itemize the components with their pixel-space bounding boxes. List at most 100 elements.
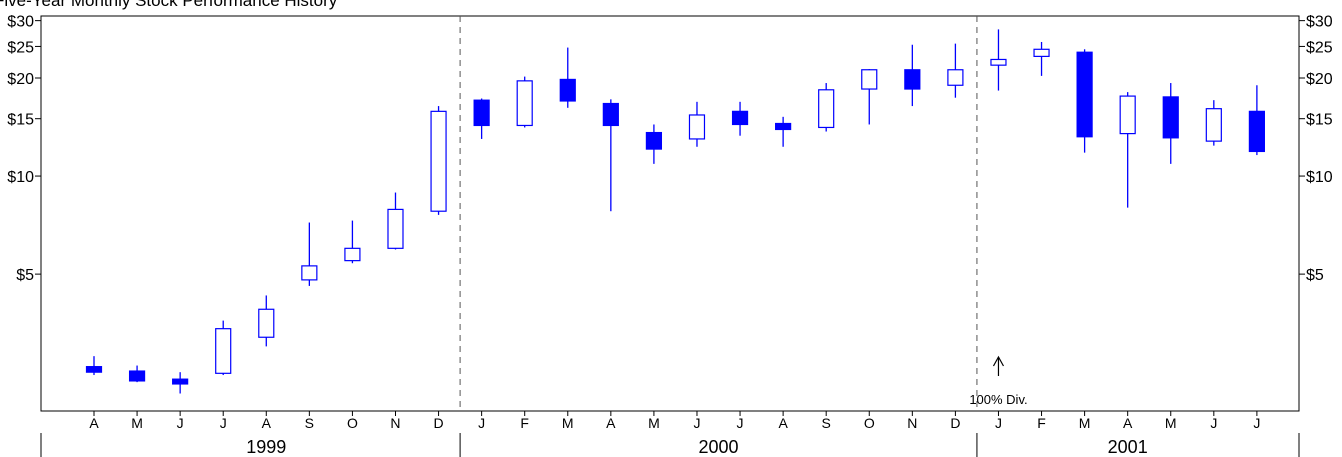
month-label: F (1037, 415, 1046, 431)
candle-body-up (688, 114, 706, 140)
candle (818, 83, 835, 132)
y-tick-label-left: $20 (7, 71, 34, 88)
month-label: S (305, 415, 314, 431)
month-label: J (693, 415, 700, 431)
month-label: M (131, 415, 143, 431)
y-tick-label-left: $25 (7, 39, 34, 56)
candle (645, 124, 663, 164)
candle-body-down (559, 78, 576, 102)
month-label: D (950, 415, 960, 431)
candle-body-down (128, 370, 146, 382)
candle (731, 101, 749, 136)
candles-group (85, 29, 1265, 394)
y-tick-label-left: $30 (7, 14, 34, 31)
month-label: J (1210, 415, 1217, 431)
candle-body-down (904, 69, 921, 90)
candle (1076, 49, 1093, 153)
candle-body-up (990, 58, 1007, 66)
month-label: S (822, 415, 831, 431)
y-tick-label-right: $10 (1306, 169, 1333, 186)
candle-body-up (1205, 108, 1222, 142)
candle (947, 43, 964, 98)
month-label: J (1253, 415, 1260, 431)
candle (387, 192, 404, 250)
y-axis-left: $30 $25 $20 $15 $10 $5 (7, 14, 41, 284)
month-label: O (347, 415, 358, 431)
chart-title: Five-Year Monthly Stock Performance Hist… (0, 0, 338, 10)
year-label: 2001 (1108, 437, 1148, 457)
candle (1205, 100, 1222, 146)
month-label: M (562, 415, 574, 431)
candle-body-down (1248, 110, 1265, 153)
candle (85, 356, 103, 376)
candle (861, 69, 878, 125)
month-label: A (89, 415, 99, 431)
candle-body-down (1076, 51, 1093, 138)
month-label: J (737, 415, 744, 431)
month-label: A (606, 415, 616, 431)
candle (430, 106, 447, 215)
year-label: 1999 (246, 437, 286, 457)
month-label: M (648, 415, 660, 431)
candle (990, 29, 1007, 91)
candle (602, 99, 619, 212)
candle-body-down (731, 110, 749, 126)
candle (775, 116, 792, 147)
month-label: F (520, 415, 529, 431)
month-label: J (995, 415, 1002, 431)
month-label: D (433, 415, 443, 431)
candle-body-up (215, 328, 232, 374)
year-separators (459, 16, 978, 411)
candle (172, 372, 189, 394)
candle-body-up (430, 110, 447, 212)
month-label: O (864, 415, 875, 431)
year-label: 2000 (698, 437, 738, 457)
candle-body-up (301, 265, 318, 281)
candle (1119, 92, 1136, 208)
candle-body-up (344, 247, 361, 262)
x-axis: A M J J A S O N D 1999 J F M A M J J A S O N D 2000 J F M A M J J 2001 (40, 411, 1300, 457)
y-tick-label-left: $5 (16, 267, 34, 284)
annotation-label: 100% Div. (969, 392, 1027, 407)
y-axis-right: $30 $25 $20 $15 $10 $5 (1299, 14, 1333, 284)
candle-body-up (1033, 48, 1050, 57)
candle (344, 220, 361, 264)
y-tick-label-left: $15 (7, 112, 34, 129)
candle (1033, 41, 1050, 76)
candle (301, 222, 318, 286)
candle (1248, 85, 1265, 156)
candle (688, 101, 706, 147)
candle-body-up (516, 80, 533, 127)
candle-body-down (775, 122, 792, 131)
month-label: M (1165, 415, 1177, 431)
month-label: M (1079, 415, 1091, 431)
candle-body-up (1119, 95, 1136, 135)
arrow-up-icon (992, 355, 1004, 367)
y-tick-label-right: $30 (1306, 14, 1333, 31)
month-label: N (907, 415, 917, 431)
candle-body-up (861, 69, 878, 90)
candle-body-down (473, 99, 490, 127)
candle-body-down (602, 102, 619, 127)
candle-body-up (818, 89, 835, 129)
y-tick-label-right: $15 (1306, 112, 1333, 129)
month-label: A (778, 415, 788, 431)
candle-body-down (645, 131, 663, 150)
candle-body-down (85, 366, 103, 373)
y-tick-label-left: $10 (7, 169, 34, 186)
candle (516, 76, 533, 128)
month-label: A (262, 415, 272, 431)
y-tick-label-right: $5 (1306, 267, 1324, 284)
month-label: J (177, 415, 184, 431)
candle (559, 47, 576, 108)
month-label: A (1123, 415, 1133, 431)
candle-body-up (387, 208, 404, 249)
candle (1162, 83, 1179, 164)
candle-body-up (947, 69, 964, 86)
candle (258, 295, 275, 347)
y-tick-label-right: $25 (1306, 39, 1333, 56)
candle-body-down (172, 378, 189, 385)
y-tick-label-right: $20 (1306, 71, 1333, 88)
annotations-group: 100% Div. (969, 355, 1028, 407)
